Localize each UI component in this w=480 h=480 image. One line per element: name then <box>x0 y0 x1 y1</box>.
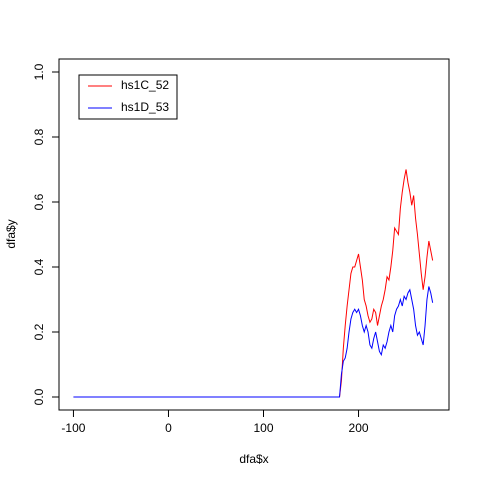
series-line <box>73 169 434 398</box>
x-tick-label: -100 <box>61 421 85 435</box>
legend-box <box>78 74 178 120</box>
y-tick-label: 0.6 <box>32 193 46 210</box>
x-tick-label: 200 <box>349 421 369 435</box>
y-tick-label: 0.2 <box>32 323 46 340</box>
y-tick-label: 0.0 <box>32 388 46 405</box>
x-tick-label: 100 <box>253 421 273 435</box>
x-axis-label: dfa$x <box>239 452 268 466</box>
y-tick-label: 0.8 <box>32 128 46 145</box>
series-line <box>73 286 434 398</box>
y-axis-label: dfa$y <box>4 219 18 248</box>
legend-label: hs1D_53 <box>121 100 169 114</box>
legend-label: hs1C_52 <box>121 78 169 92</box>
x-tick-label: 0 <box>165 421 172 435</box>
y-tick-label: 0.4 <box>32 258 46 275</box>
y-tick-label: 1.0 <box>32 63 46 80</box>
